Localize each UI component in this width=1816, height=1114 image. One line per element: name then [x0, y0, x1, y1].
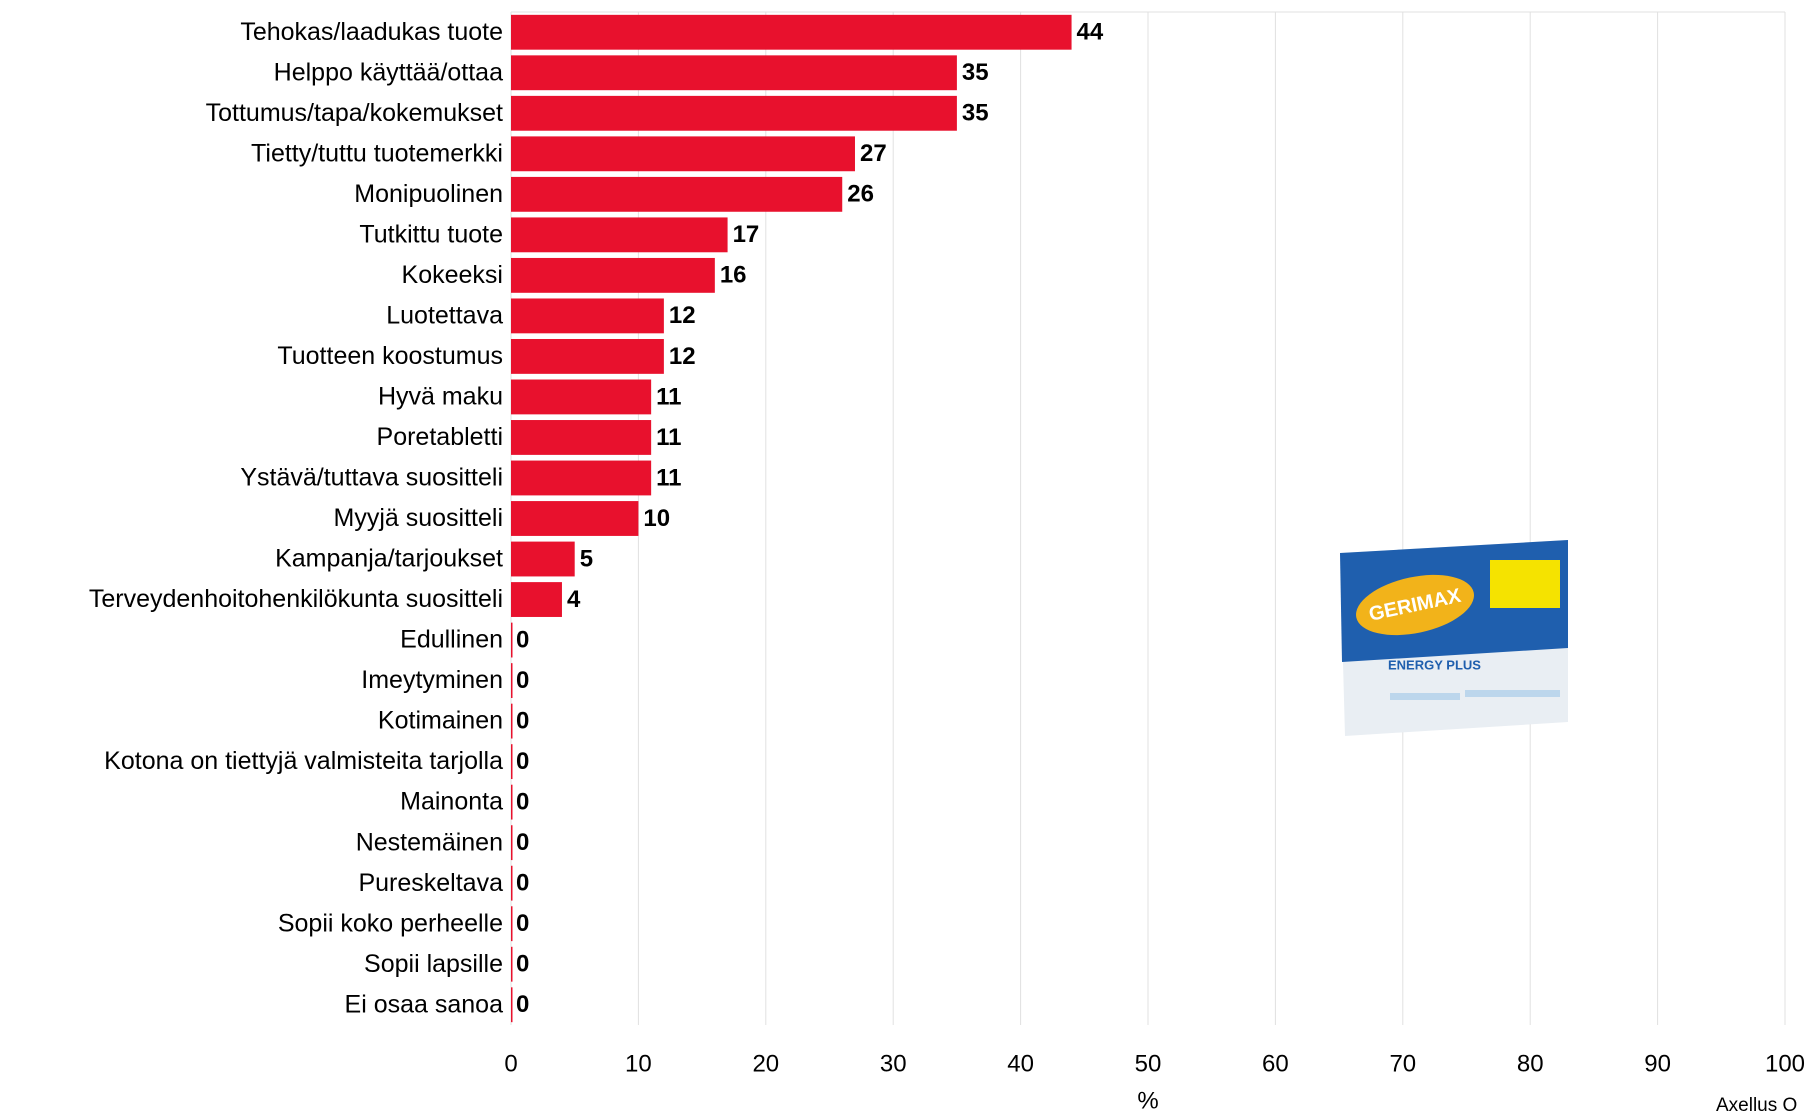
value-label: 0 [516, 829, 529, 856]
bar [511, 906, 513, 942]
product-name: ENERGY PLUS [1388, 657, 1481, 672]
x-tick-label: 80 [1517, 1050, 1544, 1077]
value-label: 27 [860, 140, 887, 167]
value-label: 11 [656, 424, 681, 451]
y-tick-label: Pureskeltava [358, 869, 503, 897]
y-tick-label: Tutkittu tuote [359, 220, 503, 248]
value-label: 0 [516, 788, 529, 815]
value-label: 12 [669, 302, 696, 329]
value-label: 11 [656, 383, 681, 410]
y-tick-label: Tottumus/tapa/kokemukset [206, 99, 503, 127]
value-label: 35 [962, 59, 989, 86]
y-tick-label: Terveydenhoitohenkilökunta suositteli [89, 585, 503, 613]
x-tick-label: 10 [625, 1050, 652, 1077]
bar [511, 784, 513, 820]
bar [511, 298, 664, 334]
x-tick-label: 30 [880, 1050, 907, 1077]
bar [511, 663, 513, 699]
source: Axellus O [1716, 1095, 1797, 1114]
x-tick-label: 40 [1007, 1050, 1034, 1077]
x-tick-label: 60 [1262, 1050, 1289, 1077]
bar [511, 420, 652, 455]
value-label: 26 [847, 181, 874, 208]
value-label: 17 [733, 221, 760, 248]
value-label: 0 [516, 910, 529, 937]
bar [511, 217, 728, 253]
y-tick-label: Ystävä/tuttava suositteli [240, 464, 503, 492]
bar [511, 541, 575, 577]
y-tick-label: Tietty/tuttu tuotemerkki [251, 139, 503, 167]
value-label: 0 [516, 991, 529, 1018]
value-label: 4 [567, 586, 581, 613]
y-tick-label: Tuotteen koostumus [277, 342, 503, 370]
value-label: 5 [580, 545, 593, 572]
value-label: 0 [516, 870, 529, 897]
product-image: GERIMAX ENERGY PLUS [1340, 540, 1568, 736]
y-tick-label: Sopii lapsille [364, 950, 503, 978]
y-tick-label: Tehokas/laadukas tuote [240, 18, 503, 46]
value-label: 11 [656, 464, 681, 491]
bar [511, 582, 562, 617]
value-label: 0 [516, 667, 529, 694]
bar [511, 379, 652, 415]
bar [511, 946, 513, 982]
x-axis-label: % [1137, 1087, 1158, 1114]
y-tick-label: Sopii koko perheelle [278, 909, 503, 937]
x-tick-label: 90 [1644, 1050, 1671, 1077]
bar [511, 460, 652, 496]
y-tick-label: Nestemäinen [356, 828, 503, 856]
value-label: 44 [1077, 19, 1104, 46]
x-tick-label: 20 [752, 1050, 779, 1077]
bar [511, 95, 957, 131]
bar [511, 987, 513, 1023]
value-label: 10 [643, 505, 670, 532]
value-label: 35 [962, 100, 989, 127]
y-tick-label: Myyjä suositteli [334, 504, 504, 532]
y-tick-label: Mainonta [400, 788, 503, 816]
bar [511, 501, 639, 536]
y-tick-label: Kotona on tiettyjä valmisteita tarjolla [104, 747, 503, 775]
bar [511, 55, 957, 91]
bar [511, 14, 1072, 50]
bar [511, 622, 513, 658]
y-tick-label: Luotettava [386, 302, 503, 330]
y-tick-label: Helppo käyttää/ottaa [274, 58, 503, 86]
x-tick-label: 70 [1389, 1050, 1416, 1077]
bar [511, 257, 715, 293]
x-tick-label: 50 [1135, 1050, 1162, 1077]
y-tick-label: Hyvä maku [378, 383, 503, 411]
bar [511, 136, 855, 172]
bar [511, 703, 513, 739]
y-tick-label: Kokeeksi [402, 261, 503, 289]
bar [511, 825, 513, 861]
bar [511, 338, 664, 374]
y-tick-label: Edullinen [400, 626, 503, 654]
value-label: 12 [669, 343, 696, 370]
value-label: 0 [516, 748, 529, 775]
bar [511, 865, 513, 901]
value-label: 0 [516, 707, 529, 734]
value-label: 16 [720, 262, 747, 289]
y-tick-label: Kampanja/tarjoukset [275, 545, 503, 573]
y-tick-label: Imeytyminen [361, 666, 503, 694]
x-tick-label: 100 [1765, 1050, 1805, 1077]
y-tick-label: Poretabletti [377, 423, 503, 451]
y-tick-label: Kotimainen [378, 707, 503, 735]
bar [511, 176, 843, 212]
x-tick-label: 0 [504, 1050, 517, 1077]
value-label: 0 [516, 951, 529, 978]
bar [511, 744, 513, 780]
y-tick-label: Monipuolinen [354, 180, 503, 208]
y-tick-label: Ei osaa sanoa [345, 990, 504, 1018]
value-label: 0 [516, 626, 529, 653]
